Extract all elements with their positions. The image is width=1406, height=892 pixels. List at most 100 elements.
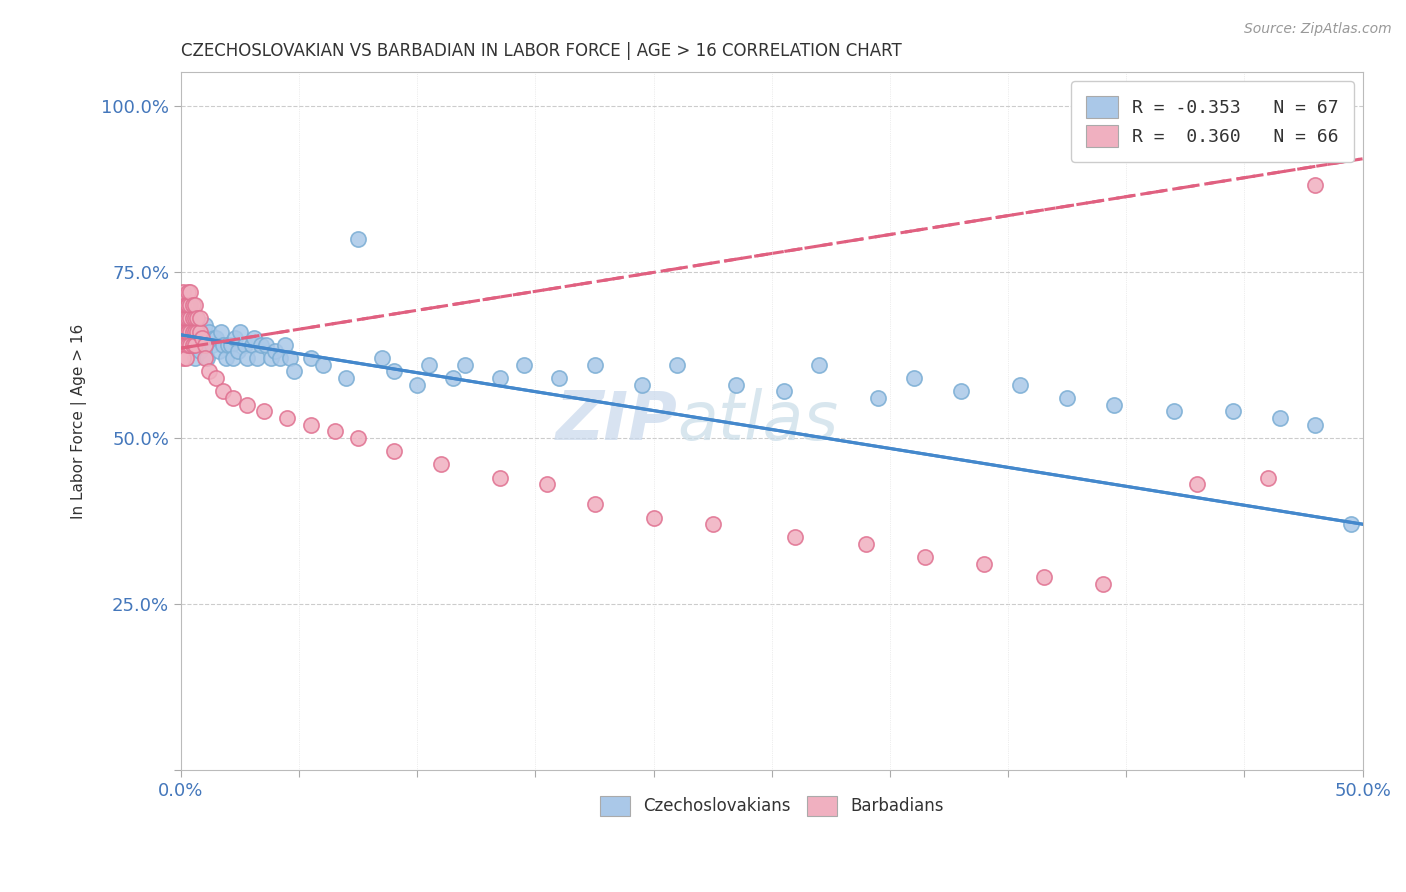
Point: [184, 325, 207, 339]
Point: [188, 325, 211, 339]
Point: [382, 444, 405, 458]
Point: [179, 298, 201, 312]
Point: [418, 358, 440, 372]
Point: [209, 325, 232, 339]
Point: [177, 311, 200, 326]
Point: [181, 325, 204, 339]
Point: [643, 510, 665, 524]
Point: [226, 344, 249, 359]
Point: [172, 338, 194, 352]
Point: [198, 364, 221, 378]
Point: [1268, 410, 1291, 425]
Point: [181, 338, 204, 352]
Point: [1303, 178, 1326, 193]
Point: [264, 344, 287, 359]
Point: [174, 325, 197, 339]
Point: [949, 384, 972, 399]
Point: [172, 351, 194, 365]
Point: [240, 338, 263, 352]
Point: [195, 351, 218, 365]
Point: [702, 517, 724, 532]
Point: [188, 344, 211, 359]
Point: [186, 311, 208, 326]
Point: [219, 338, 242, 352]
Point: [347, 231, 370, 245]
Point: [406, 377, 429, 392]
Point: [174, 298, 197, 312]
Point: [172, 285, 194, 299]
Point: [772, 384, 794, 399]
Point: [299, 351, 322, 365]
Point: [236, 351, 259, 365]
Point: [253, 404, 276, 418]
Point: [1303, 417, 1326, 432]
Point: [868, 391, 890, 405]
Point: [1032, 570, 1054, 584]
Point: [177, 325, 200, 339]
Point: [201, 338, 224, 352]
Point: [512, 358, 534, 372]
Point: [1185, 477, 1208, 491]
Point: [222, 351, 245, 365]
Point: [179, 285, 201, 299]
Point: [177, 298, 200, 312]
Point: [233, 338, 256, 352]
Point: [174, 311, 197, 326]
Point: [312, 358, 335, 372]
Point: [299, 417, 322, 432]
Point: [1104, 398, 1126, 412]
Point: [224, 331, 246, 345]
Text: CZECHOSLOVAKIAN VS BARBADIAN IN LABOR FORCE | AGE > 16 CORRELATION CHART: CZECHOSLOVAKIAN VS BARBADIAN IN LABOR FO…: [181, 42, 901, 60]
Point: [260, 351, 283, 365]
Point: [245, 351, 267, 365]
Point: [1163, 404, 1185, 418]
Point: [198, 325, 221, 339]
Point: [1008, 377, 1031, 392]
Point: [276, 410, 298, 425]
Point: [785, 531, 807, 545]
Point: [193, 338, 215, 352]
Text: atlas: atlas: [678, 388, 838, 454]
Point: [177, 325, 200, 339]
Point: [174, 351, 197, 365]
Point: [548, 371, 571, 385]
Point: [205, 331, 228, 345]
Point: [283, 364, 305, 378]
Point: [205, 371, 228, 385]
Point: [1091, 577, 1114, 591]
Point: [489, 371, 512, 385]
Y-axis label: In Labor Force | Age > 16: In Labor Force | Age > 16: [72, 324, 87, 519]
Point: [274, 338, 297, 352]
Point: [323, 424, 346, 438]
Point: [914, 550, 936, 565]
Point: [666, 358, 689, 372]
Point: [193, 351, 215, 365]
Point: [174, 311, 197, 326]
Point: [174, 298, 197, 312]
Point: [177, 298, 200, 312]
Point: [536, 477, 558, 491]
Point: [193, 338, 215, 352]
Point: [172, 311, 194, 326]
Point: [212, 338, 235, 352]
Point: [236, 398, 259, 412]
Point: [184, 351, 207, 365]
Text: ZIP: ZIP: [555, 388, 678, 454]
Point: [181, 298, 204, 312]
Point: [1257, 471, 1279, 485]
Point: [181, 338, 204, 352]
Point: [208, 344, 231, 359]
Point: [177, 285, 200, 299]
Point: [179, 338, 201, 352]
Point: [222, 391, 245, 405]
Point: [430, 458, 453, 472]
Point: [179, 325, 201, 339]
Point: [181, 311, 204, 326]
Point: [489, 471, 512, 485]
Point: [202, 331, 225, 345]
Point: [278, 351, 301, 365]
Point: [441, 371, 464, 385]
Point: [217, 338, 239, 352]
Point: [903, 371, 925, 385]
Point: [186, 331, 208, 345]
